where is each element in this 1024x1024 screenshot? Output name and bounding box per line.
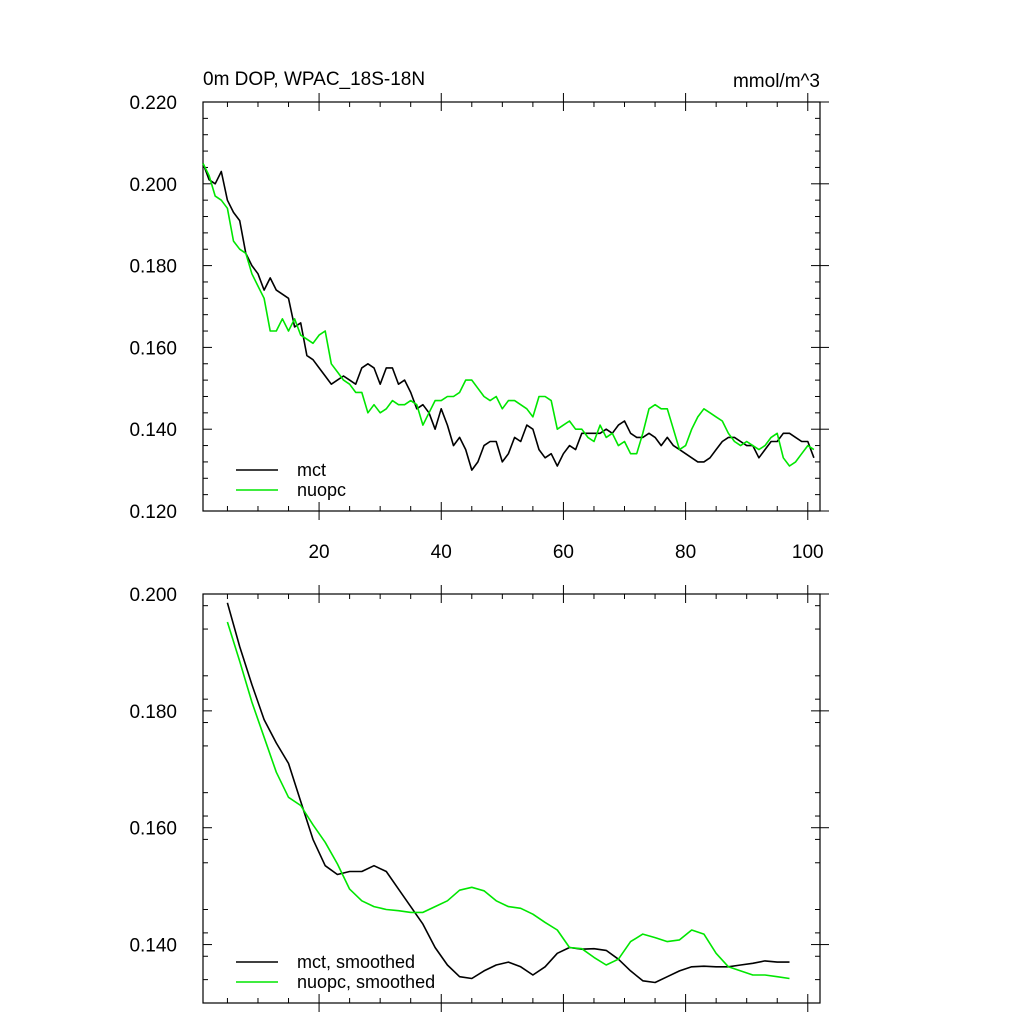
y-tick-label: 0.140 [129,936,177,957]
series-line-mct [202,163,815,471]
y-tick-label: 0.160 [129,338,177,359]
x-tick-label: 40 [431,542,452,563]
chart-title: 0m DOP, WPAC_18S-18N [203,69,425,90]
units-label: mmol/m^3 [733,71,820,92]
top-plot-frame [202,101,821,512]
top-tick-labels: 20 40 60 80 100 0.120 0.140 0.160 0.180 0.200 0.22… [129,93,823,563]
bottom-plot-frame [202,593,821,1004]
x-tick-label: 60 [553,542,574,563]
bottom-tick-labels: 0.140 0.160 0.180 0.200 [129,585,177,957]
series-line-nuopc [202,163,815,467]
y-tick-label: 0.200 [129,175,177,196]
series-line-mct-smoothed [226,602,790,984]
legend-label-nuopc-smoothed: nuopc, smoothed [297,972,435,992]
x-tick-label: 80 [675,542,696,563]
top-lines [202,163,815,471]
y-tick-label: 0.200 [129,585,177,606]
y-tick-label: 0.180 [129,257,177,278]
x-tick-label: 20 [308,542,329,563]
y-tick-label: 0.140 [129,420,177,441]
x-tick-label: 100 [792,542,824,563]
series-line-nuopc-smoothed [226,621,790,980]
bottom-panel: 0.140 0.160 0.180 0.200 mct, smoothed nuopc… [129,585,829,1012]
bottom-legend: mct, smoothed nuopc, smoothed [236,952,435,992]
y-tick-label: 0.220 [129,93,177,114]
legend-label-mct-smoothed: mct, smoothed [297,952,415,972]
legend-label-mct: mct [297,460,326,480]
top-panel: 0m DOP, WPAC_18S-18N mmol/m^3 20 40 60 80 10… [129,69,829,563]
bottom-ticks [203,585,829,1012]
bottom-lines [226,602,790,984]
top-ticks [203,93,829,520]
y-tick-label: 0.160 [129,819,177,840]
y-tick-label: 0.180 [129,702,177,723]
top-legend: mct nuopc [236,460,346,500]
legend-label-nuopc: nuopc [297,480,346,500]
y-tick-label: 0.120 [129,502,177,523]
